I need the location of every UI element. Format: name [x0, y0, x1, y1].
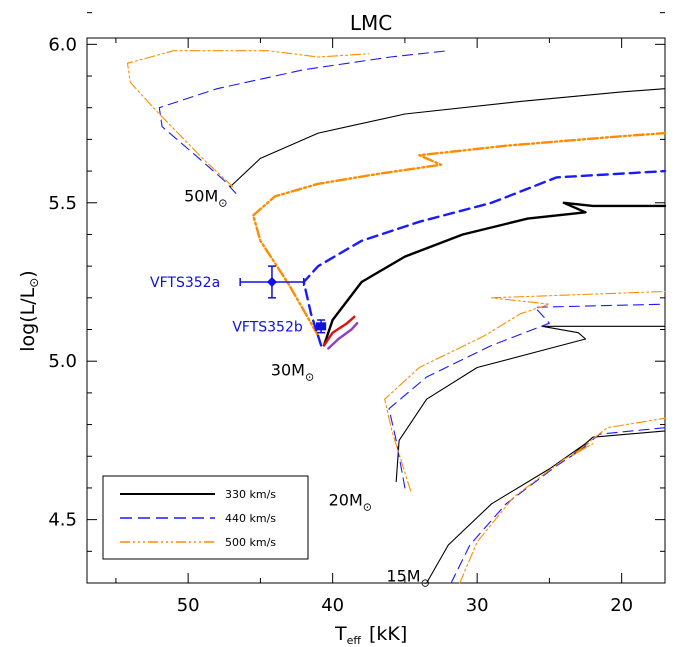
x-tick-label: 50 — [177, 595, 200, 616]
sun-symbol: ⊙ — [218, 196, 227, 209]
track-m15-solid — [426, 430, 666, 584]
star-label: VFTS352b — [232, 319, 303, 335]
track-m40-dashed — [302, 169, 667, 347]
y-tick-label: 6.0 — [48, 34, 77, 55]
legend-label-330: 330 km/s — [225, 488, 276, 501]
evolutionary-tracks — [126, 50, 667, 584]
star-marker — [317, 322, 326, 331]
legend: 330 km/s 440 km/s 500 km/s — [102, 475, 309, 560]
mass-label: 50M⊙ — [184, 186, 227, 209]
x-tick-label: 20 — [610, 595, 633, 616]
mass-label: 30M⊙ — [271, 361, 314, 384]
mass-label: 15M⊙ — [386, 566, 429, 589]
legend-label-500: 500 km/s — [225, 536, 276, 549]
track-m40-dashdotdot — [251, 131, 667, 337]
sun-symbol: ⊙ — [363, 500, 372, 513]
x-tick-label: 40 — [321, 595, 344, 616]
legend-label-440: 440 km/s — [225, 512, 276, 525]
track-m50-solid — [229, 88, 666, 188]
track-m15-dashed — [450, 427, 666, 584]
plot-frame — [86, 37, 666, 584]
track-m25-solid — [395, 325, 666, 483]
y-tick-label: 4.5 — [48, 510, 77, 531]
mass-labels: 50M⊙ 30M⊙ 20M⊙ 15M⊙ — [184, 186, 430, 589]
track-m30-solid — [322, 315, 356, 347]
track-m25-dashdotdot — [384, 290, 666, 492]
mass-label: 20M⊙ — [329, 490, 372, 513]
chart-title: LMC — [350, 11, 392, 35]
legend-box — [102, 475, 309, 560]
x-tick-label: 30 — [466, 595, 489, 616]
track-m50-dashdotdot — [126, 50, 370, 188]
sun-symbol: ⊙ — [421, 576, 430, 589]
y-axis-label: log(L/L⊙) — [17, 270, 41, 351]
star-VFTS352a: VFTS352a — [150, 265, 305, 299]
star-marker — [266, 276, 277, 287]
track-m40-solid — [322, 201, 667, 347]
track-m30-solid — [327, 322, 359, 350]
x-axis-label: Teff [kK] — [334, 623, 407, 647]
star-markers: VFTS352a VFTS352b — [150, 265, 327, 335]
star-VFTS352b: VFTS352b — [232, 319, 327, 335]
y-tick-label: 5.5 — [48, 193, 77, 214]
star-label: VFTS352a — [150, 275, 220, 291]
sun-symbol: ⊙ — [305, 371, 314, 384]
y-tick-label: 5.0 — [48, 351, 77, 372]
track-m25-dashed — [388, 303, 666, 489]
axis-ticks: 50 40 30 20 4.5 5.0 5.5 6.0 — [48, 12, 665, 616]
track-m50-dashed — [158, 50, 449, 194]
track-m15-dashdotdot — [459, 417, 666, 584]
